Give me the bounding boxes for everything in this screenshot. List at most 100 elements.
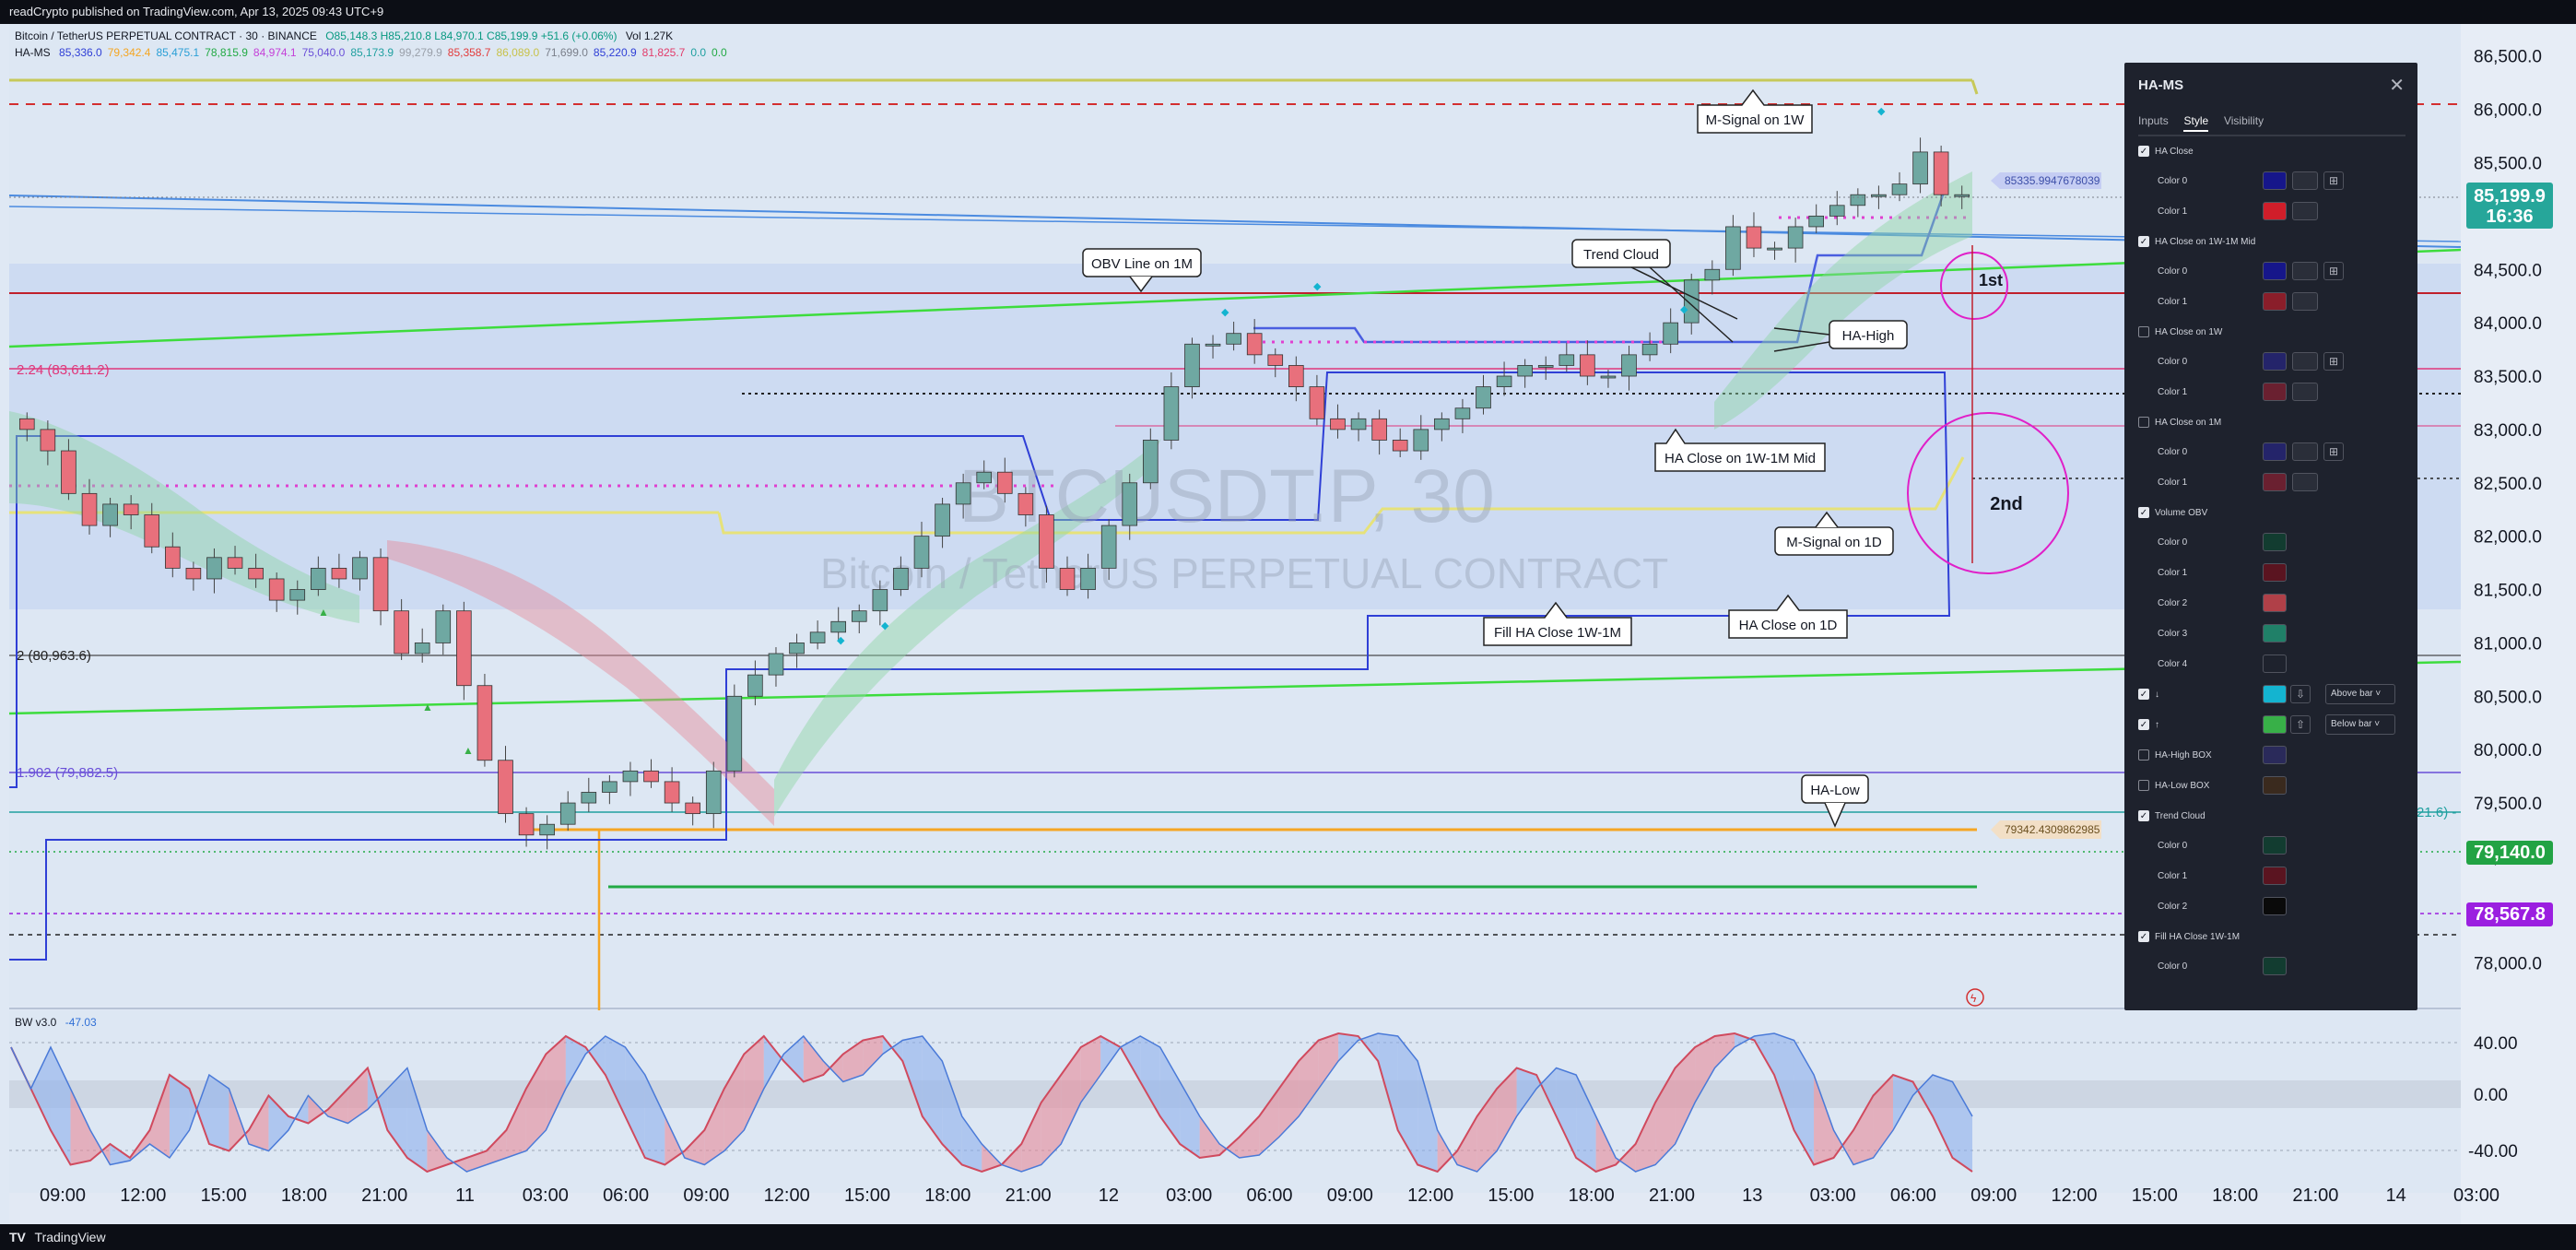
- checkbox-icon[interactable]: ✓: [2138, 810, 2149, 822]
- line-style-box[interactable]: [2292, 171, 2318, 190]
- time-axis[interactable]: 09:00 12:00 15:00 18:00 21:00 11 03:00 06:00 09:…: [40, 1185, 2500, 1206]
- panel-toggle-row[interactable]: HA Close on 1M: [2138, 415, 2221, 431]
- first-target-circle: [1940, 252, 2008, 320]
- color-swatch[interactable]: [2263, 776, 2287, 795]
- plot-type-icon[interactable]: ⊞: [2323, 352, 2344, 371]
- shape-icon[interactable]: ⇩: [2290, 685, 2311, 703]
- plot-type-icon[interactable]: ⊞: [2323, 442, 2344, 461]
- color-swatch[interactable]: [2263, 383, 2287, 401]
- candle: [1912, 137, 1928, 194]
- color-swatch[interactable]: [2263, 563, 2287, 582]
- current-price-tag[interactable]: 85,199.9 16:36: [2466, 183, 2553, 229]
- color-swatch[interactable]: [2263, 685, 2287, 703]
- checkbox-icon[interactable]: ✓: [2138, 719, 2149, 731]
- color-swatch[interactable]: [2263, 292, 2287, 311]
- osc-fill-segment: [1001, 1144, 1022, 1172]
- color-swatch[interactable]: [2263, 867, 2287, 885]
- panel-toggle-row[interactable]: ✓ Volume OBV: [2138, 505, 2207, 522]
- osc-fill-segment: [982, 1144, 1002, 1172]
- panel-toggle-row[interactable]: HA-High BOX: [2138, 748, 2212, 764]
- line-style-box[interactable]: [2292, 442, 2318, 461]
- color-swatch[interactable]: [2263, 262, 2287, 280]
- color-swatch[interactable]: [2263, 473, 2287, 491]
- color-swatch[interactable]: [2263, 594, 2287, 612]
- candle: [830, 607, 846, 642]
- line-style-box[interactable]: [2292, 383, 2318, 401]
- color-swatch[interactable]: [2263, 624, 2287, 643]
- panel-toggle-row[interactable]: ✓ ↑: [2138, 717, 2159, 734]
- checkbox-icon[interactable]: [2138, 749, 2149, 761]
- panel-toggle-row[interactable]: ✓ HA Close on 1W-1M Mid: [2138, 234, 2255, 251]
- time-tick: 12:00: [2051, 1185, 2097, 1206]
- watermark-name: Bitcoin / TetherUS PERPETUAL CONTRACT: [820, 549, 1668, 597]
- price-tag-79140-axis[interactable]: 79,140.0: [2466, 841, 2553, 865]
- color-swatch[interactable]: [2263, 654, 2287, 673]
- down-arrow-marker: ◆: [1877, 106, 1886, 117]
- checkbox-icon[interactable]: ✓: [2138, 689, 2149, 701]
- price-tick: 81,500.0: [2474, 582, 2542, 601]
- panel-toggle-row[interactable]: ✓ Fill HA Close 1W-1M: [2138, 929, 2240, 946]
- tab-style[interactable]: Style: [2183, 114, 2209, 132]
- checkbox-icon[interactable]: ✓: [2138, 146, 2149, 158]
- color-swatch[interactable]: [2263, 171, 2287, 190]
- osc-fill-segment: [110, 1144, 130, 1165]
- panel-toggle-row[interactable]: HA Close on 1W: [2138, 324, 2222, 341]
- checkbox-icon[interactable]: [2138, 417, 2149, 429]
- price-tick: 82,000.0: [2474, 528, 2542, 548]
- callout-ha-high: HA-High: [1773, 320, 1908, 352]
- location-select[interactable]: Below bar ˅: [2325, 714, 2395, 735]
- time-tick: 14: [2386, 1185, 2406, 1206]
- candle: [289, 580, 306, 615]
- checkbox-icon[interactable]: [2138, 780, 2149, 792]
- line-style-box[interactable]: [2292, 262, 2318, 280]
- line-style-box[interactable]: [2292, 202, 2318, 220]
- plot-type-icon[interactable]: ⊞: [2323, 171, 2344, 190]
- plot-type-icon[interactable]: ⊞: [2323, 262, 2344, 280]
- candle: [872, 580, 888, 626]
- panel-tabs: Inputs Style Visibility: [2138, 114, 2405, 136]
- location-select[interactable]: Above bar ˅: [2325, 684, 2395, 704]
- tab-inputs[interactable]: Inputs: [2138, 114, 2169, 127]
- color-swatch[interactable]: [2263, 715, 2287, 734]
- line-style-box[interactable]: [2292, 473, 2318, 491]
- checkbox-icon[interactable]: [2138, 326, 2149, 338]
- indicator-settings-panel[interactable]: HA-MS ✕ Inputs Style Visibility ✓ HA Clos…: [2124, 63, 2417, 1010]
- candle: [705, 761, 722, 829]
- osc-fill-segment: [189, 1075, 209, 1144]
- price-tick: 82,500.0: [2474, 475, 2542, 494]
- color-swatch[interactable]: [2263, 442, 2287, 461]
- checkbox-icon[interactable]: ✓: [2138, 236, 2149, 248]
- panel-toggle-row[interactable]: HA-Low BOX: [2138, 778, 2209, 795]
- panel-row-label: Color 4: [2158, 659, 2188, 669]
- checkbox-icon[interactable]: ✓: [2138, 931, 2149, 943]
- color-swatch[interactable]: [2263, 746, 2287, 764]
- time-axis-bg[interactable]: [9, 1193, 2461, 1224]
- candle: [1267, 348, 1284, 378]
- line-style-box[interactable]: [2292, 352, 2318, 371]
- checkbox-icon[interactable]: ✓: [2138, 507, 2149, 519]
- legend-ohlc: O85,148.3 H85,210.8 L84,970.1 C85,199.9 …: [325, 29, 618, 42]
- panel-color-row: Color 0: [2158, 838, 2187, 855]
- tab-visibility[interactable]: Visibility: [2223, 114, 2264, 127]
- color-swatch[interactable]: [2263, 352, 2287, 371]
- color-swatch[interactable]: [2263, 202, 2287, 220]
- line-style-box[interactable]: [2292, 292, 2318, 311]
- panel-row-label: Color 0: [2158, 841, 2188, 851]
- color-swatch[interactable]: [2263, 957, 2287, 975]
- panel-toggle-row[interactable]: ✓ HA Close: [2138, 144, 2194, 160]
- panel-toggle-row[interactable]: ✓ Trend Cloud: [2138, 808, 2205, 825]
- color-swatch[interactable]: [2263, 836, 2287, 855]
- osc-fill-segment: [1417, 1061, 1438, 1172]
- osc-fill-segment: [961, 1116, 982, 1172]
- shape-icon[interactable]: ⇧: [2290, 715, 2311, 734]
- close-icon[interactable]: ✕: [2389, 76, 2405, 96]
- alert-icon[interactable]: [1966, 988, 1984, 1007]
- color-swatch[interactable]: [2263, 533, 2287, 551]
- panel-toggle-row[interactable]: ✓ ↓: [2138, 687, 2159, 703]
- publisher-bar: readCrypto published on TradingView.com,…: [0, 0, 2576, 24]
- osc-fill-segment: [327, 1089, 348, 1124]
- candle: [809, 620, 826, 650]
- up-arrow-marker: ▲: [318, 606, 329, 619]
- color-swatch[interactable]: [2263, 897, 2287, 915]
- price-tag-78567-axis[interactable]: 78,567.8: [2466, 902, 2553, 926]
